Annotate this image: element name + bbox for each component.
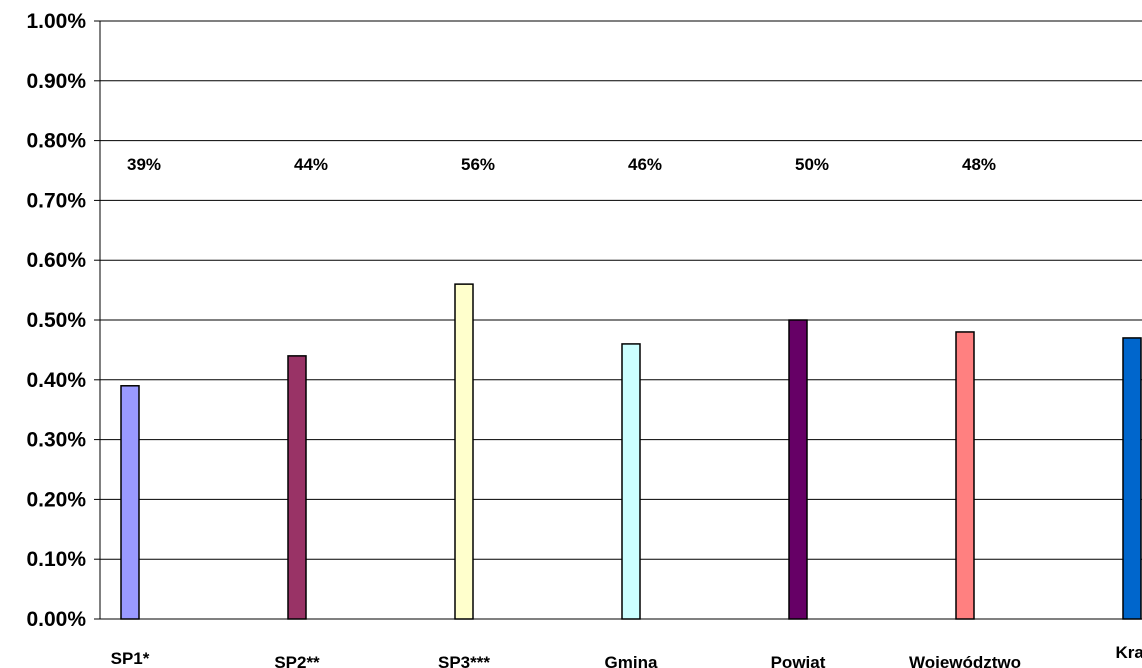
y-axis-tick-labels: 0.00% 0.10% 0.20% 0.30% 0.40% 0.50% 0.60% 0.70%… [26, 10, 86, 631]
data-labels: 39% 44% 56% 46% 50% 48% [127, 155, 996, 174]
y-tick-label: 1.00% [26, 10, 86, 33]
bar-sp3 [454, 283, 474, 620]
y-tick-label: 0.50% [26, 309, 86, 332]
x-axis-category-labels: SP1* SP2** SP3*** Gmina Powiat Województwo Kra… [111, 643, 1142, 668]
data-label: 48% [962, 155, 996, 174]
y-tick-label: 0.40% [26, 369, 86, 392]
bar-województwo [955, 331, 975, 620]
bar-powiat [788, 319, 808, 620]
x-category-label: SP2** [274, 653, 320, 668]
x-category-label: Powiat [771, 653, 826, 668]
x-category-label: SP3*** [438, 653, 490, 668]
bar-sp2 [287, 355, 307, 620]
data-label: 50% [795, 155, 829, 174]
x-category-label: Gmina [605, 653, 658, 668]
x-category-label: SP1* [111, 649, 150, 668]
y-tick-label: 0.80% [26, 130, 86, 153]
gridlines [94, 20, 1142, 620]
y-tick-label: 0.60% [26, 249, 86, 272]
y-tick-label: 0.00% [26, 608, 86, 631]
bars [120, 283, 1142, 620]
data-label: 39% [127, 155, 161, 174]
bar-sp1 [120, 385, 140, 620]
y-tick-label: 0.30% [26, 429, 86, 452]
data-label: 46% [628, 155, 662, 174]
data-label: 56% [461, 155, 495, 174]
bar-kraj [1122, 337, 1142, 620]
data-label: 44% [294, 155, 328, 174]
y-tick-label: 0.20% [26, 488, 86, 511]
y-tick-label: 0.90% [26, 70, 86, 93]
x-category-label: Kraj [1115, 643, 1142, 662]
bar-gmina [621, 343, 641, 620]
y-tick-label: 0.10% [26, 548, 86, 571]
x-category-label: Województwo [909, 653, 1021, 668]
y-tick-label: 0.70% [26, 189, 86, 212]
